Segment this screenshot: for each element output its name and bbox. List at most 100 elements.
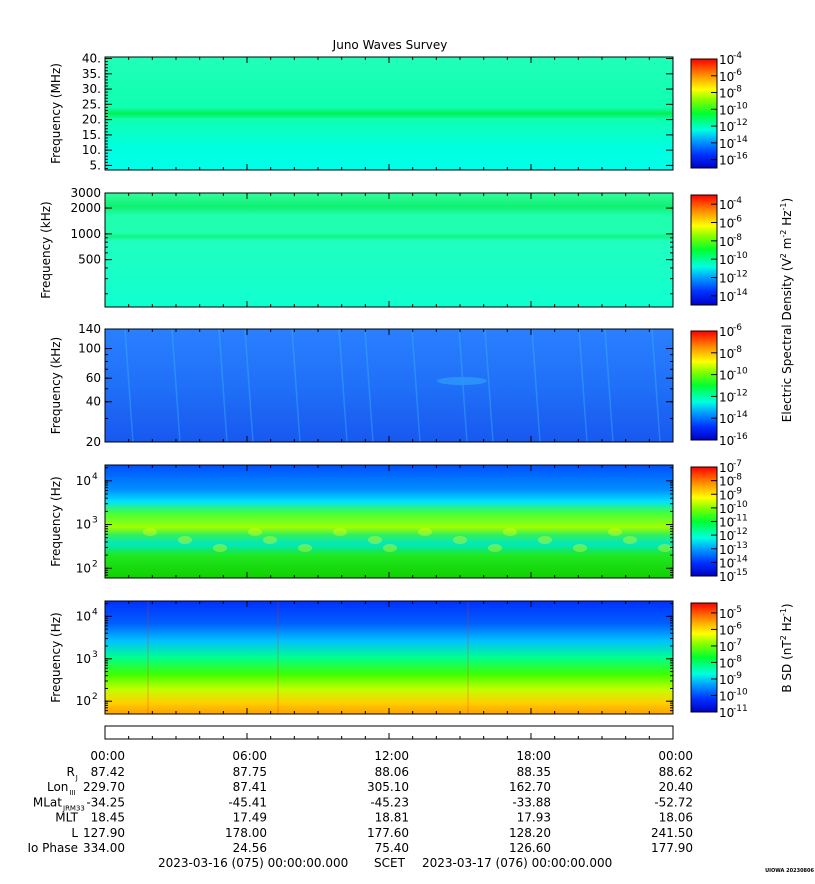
ephemeris-value: 87.42 xyxy=(91,765,125,779)
colorbar-tick-exponent: -13 xyxy=(733,541,748,551)
ephemeris-value: 177.90 xyxy=(651,841,693,855)
spectrogram-texture-5 xyxy=(147,601,469,714)
colorbar-tick-label: 10 xyxy=(719,475,734,489)
ephemeris-value: 178.00 xyxy=(225,826,267,840)
colorbar-tick-label: 10 xyxy=(719,369,734,383)
y-tick-label: 500 xyxy=(78,253,101,267)
panels-group: 5.10.15.20. 25.30.35.40. Frequency (MHz) 10… xyxy=(39,51,748,720)
y-tick-label: 2000 xyxy=(70,201,101,215)
footer: 2023-03-16 (075) 00:00:00.000 SCET 2023-… xyxy=(158,856,815,874)
emission-patch xyxy=(418,528,432,536)
emission-patch xyxy=(143,528,157,536)
colorbar-tick-label: 10 xyxy=(719,656,734,670)
ephemeris-value: -33.88 xyxy=(512,795,551,809)
ephemeris-value: 177.60 xyxy=(367,826,409,840)
colorbar-tick-label: 10 xyxy=(719,502,734,516)
emission-patch xyxy=(538,536,552,544)
colorbar-tick-exponent: -8 xyxy=(733,654,742,664)
texture-streak xyxy=(578,328,588,443)
colorbar-tick-exponent: -8 xyxy=(733,345,742,355)
colorbar-tick-exponent: -12 xyxy=(733,527,748,537)
y-tick-label: 40 xyxy=(86,395,101,409)
texture-streak xyxy=(411,328,421,443)
magnetic-title-sup-2: -1 xyxy=(779,608,788,616)
time-label: 00:00 xyxy=(658,749,693,763)
colorbar-tick-exponent: -10 xyxy=(733,367,748,377)
y-axis-label: Frequency (MHz) xyxy=(49,63,63,164)
ephemeris-row-subscript: J xyxy=(75,774,78,782)
y-tick-label: 10 xyxy=(76,518,91,532)
colorbar-tick-label: 10 xyxy=(719,706,734,720)
panel-1: 5.10.15.20. 25.30.35.40. Frequency (MHz) 10… xyxy=(49,51,748,172)
electric-title-sup-2: -2 xyxy=(779,230,788,238)
colorbar-tick-label: 10 xyxy=(719,137,734,151)
colorbar-1 xyxy=(690,58,718,169)
time-label: 00:00 xyxy=(90,749,125,763)
ephemeris-value: 88.06 xyxy=(375,765,409,779)
spectrogram-4 xyxy=(105,465,673,578)
emission-patch xyxy=(248,528,262,536)
colorbar-tick-label: 10 xyxy=(719,253,734,267)
y-tick-label-exponent: 4 xyxy=(92,607,98,617)
y-tick-label: 10 xyxy=(76,474,91,488)
colorbar-tick-exponent: -4 xyxy=(733,196,742,206)
y-tick-label: 1000 xyxy=(70,227,101,241)
y-axis-label: Frequency (Hz) xyxy=(49,612,63,703)
y-tick-label: 25. xyxy=(82,97,101,111)
emission-patch xyxy=(623,536,637,544)
ephemeris-value: 229.70 xyxy=(83,780,125,794)
colorbar-5 xyxy=(690,602,718,713)
colorbar-tick-exponent: -6 xyxy=(733,215,742,225)
spectrogram-1 xyxy=(105,57,673,170)
colorbar-tick-label: 10 xyxy=(719,290,734,304)
electric-title-unit-m: m xyxy=(780,238,794,254)
y-tick-label-exponent: 2 xyxy=(92,692,98,702)
colorbar-tick-label: 10 xyxy=(719,488,734,502)
colorbar-tick-exponent: -8 xyxy=(733,85,742,95)
y-tick-label: 3000 xyxy=(70,186,101,200)
ephemeris-value: 88.62 xyxy=(659,765,693,779)
ephemeris-row-label: MLT xyxy=(55,811,78,825)
texture-streak xyxy=(124,328,134,443)
y-tick-label: 20 xyxy=(86,435,101,449)
spectrogram-5 xyxy=(105,601,673,714)
y-tick-label: 40. xyxy=(82,52,101,66)
electric-title-close: ) xyxy=(780,198,794,203)
magnetic-colorbar-title: B SD (nT2 Hz-1) xyxy=(779,603,794,692)
colorbar-tick-label: 10 xyxy=(719,434,734,448)
ephemeris-value: 17.93 xyxy=(517,811,551,825)
magnetic-title-sup-1: 2 xyxy=(779,635,788,640)
y-tick-label: 10 xyxy=(76,561,91,575)
colorbar-tick-exponent: -10 xyxy=(733,251,748,261)
texture-streak xyxy=(171,328,181,443)
y-tick-label: 30. xyxy=(82,82,101,96)
ephemeris-value: 75.40 xyxy=(375,841,409,855)
colorbar-tick-label: 10 xyxy=(719,347,734,361)
y-axis-label: Frequency (kHz) xyxy=(49,337,63,434)
texture-streak xyxy=(218,328,228,443)
colorbar-tick-exponent: -11 xyxy=(733,514,748,524)
colorbar-tick-exponent: -6 xyxy=(733,621,742,631)
colorbar-titles: Electric Spectral Density (V2 m-2 Hz-1) … xyxy=(779,198,794,693)
y-tick-label: 10 xyxy=(76,652,91,666)
colorbar-tick-label: 10 xyxy=(719,325,734,339)
colorbar-tick-label: 10 xyxy=(719,529,734,543)
footer-stamp: UIOWA 20230806 xyxy=(765,868,814,874)
ephemeris-row-label: MLat xyxy=(33,795,62,809)
colorbar-tick-exponent: -6 xyxy=(733,323,742,333)
texture-streak xyxy=(604,328,614,443)
colorbar-tick-label: 10 xyxy=(719,120,734,134)
emission-patch xyxy=(298,544,312,552)
colorbar-tick-label: 10 xyxy=(719,516,734,530)
emission-patch xyxy=(383,544,397,552)
colorbar-tick-label: 10 xyxy=(719,87,734,101)
magnetic-title-text: B SD (nT xyxy=(780,640,794,693)
magnetic-title-close: ) xyxy=(780,603,794,608)
colorbar-tick-exponent: -8 xyxy=(733,473,742,483)
emission-patch xyxy=(503,528,517,536)
emission-patch xyxy=(178,536,192,544)
colorbar-tick-exponent: -14 xyxy=(733,288,748,298)
